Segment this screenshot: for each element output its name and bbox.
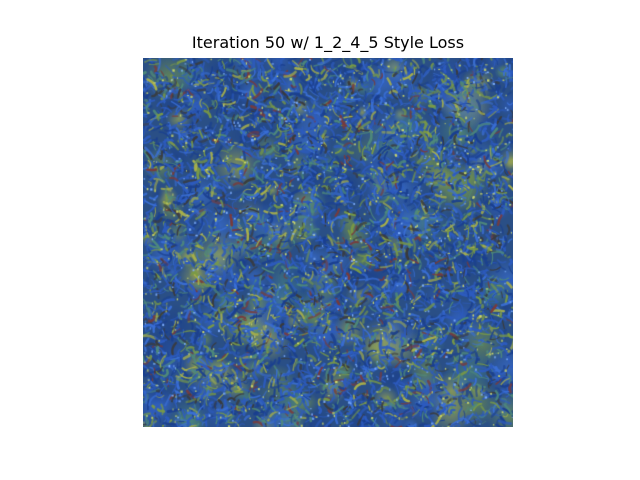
texture-image — [143, 58, 513, 427]
texture-canvas — [143, 58, 513, 427]
plot-title: Iteration 50 w/ 1_2_4_5 Style Loss — [191, 33, 465, 52]
